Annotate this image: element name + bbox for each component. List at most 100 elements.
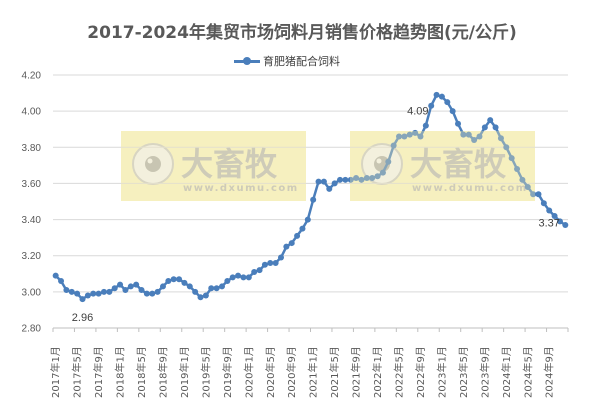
data-point (79, 296, 86, 303)
data-point (369, 175, 376, 182)
data-point (84, 292, 91, 299)
data-point (363, 175, 370, 182)
data-point (235, 272, 242, 279)
x-tick-label: 2017年1月 (49, 346, 62, 398)
watermark-brand: 大畜牧 (181, 145, 278, 183)
y-tick-label: 4.20 (22, 71, 42, 82)
data-point (181, 279, 188, 286)
x-tick-label: 2018年9月 (156, 346, 169, 398)
legend-line-marker-icon (234, 56, 260, 66)
data-point (159, 283, 166, 290)
data-point (471, 137, 478, 144)
watermark-url: www.dxumu.com (412, 183, 528, 194)
x-tick-label: 2018年5月 (135, 346, 148, 398)
data-point (551, 212, 558, 219)
x-tick-label: 2020年5月 (264, 346, 277, 398)
x-tick-label: 2021年5月 (328, 346, 341, 398)
data-point (326, 185, 333, 192)
legend-label: 育肥猪配合饲料 (263, 55, 340, 68)
data-point (229, 274, 236, 281)
data-point (143, 290, 150, 297)
data-point (315, 178, 322, 185)
y-tick-label: 3.80 (22, 143, 42, 154)
x-tick-label: 2018年1月 (114, 346, 127, 398)
data-point (337, 176, 344, 183)
data-point (68, 288, 75, 295)
data-point (465, 131, 472, 138)
y-tick-label: 3.00 (22, 287, 42, 298)
x-tick-label: 2022年1月 (371, 346, 384, 398)
data-point (58, 278, 65, 285)
data-point (438, 93, 445, 100)
data-point (74, 290, 81, 297)
data-label: 4.09 (407, 106, 428, 118)
data-point (428, 102, 435, 109)
data-point (556, 218, 563, 225)
data-point (492, 124, 499, 131)
data-point (100, 288, 107, 295)
data-point (192, 288, 199, 295)
data-label: 2.96 (72, 312, 93, 324)
data-point (320, 178, 327, 185)
data-point (218, 283, 225, 290)
data-point (396, 133, 403, 140)
data-point (353, 175, 360, 182)
data-point (202, 292, 209, 299)
data-point (122, 287, 129, 294)
y-tick-label: 3.20 (22, 251, 42, 262)
data-point (530, 191, 537, 198)
x-tick-label: 2019年1月 (178, 346, 191, 398)
watermark-brand: 大畜牧 (410, 145, 507, 183)
data-point (197, 294, 204, 301)
data-point (379, 169, 386, 176)
data-point (331, 180, 338, 187)
data-point (449, 108, 456, 115)
data-point (433, 91, 440, 98)
data-labels: 2.96 4.09 3.37 (72, 106, 560, 324)
data-point (508, 155, 515, 162)
data-point (455, 120, 462, 127)
x-tick-label: 2021年1月 (307, 346, 320, 398)
x-tick-label: 2017年5月 (71, 346, 84, 398)
data-point (562, 221, 569, 228)
data-point (63, 287, 70, 294)
x-tick-label: 2022年9月 (414, 346, 427, 398)
data-point (385, 158, 392, 165)
data-point (256, 267, 263, 274)
data-point (401, 133, 408, 140)
data-point (524, 184, 531, 191)
data-point (412, 129, 419, 136)
data-point (540, 200, 547, 207)
x-tick-label: 2019年5月 (199, 346, 212, 398)
x-tick-label: 2023年1月 (435, 346, 448, 398)
x-tick-label: 2023年9月 (478, 346, 491, 398)
data-point (170, 276, 177, 283)
data-point (251, 268, 258, 275)
data-point (213, 285, 220, 292)
data-point (224, 278, 231, 285)
data-point (267, 259, 274, 266)
data-point (417, 133, 424, 140)
data-point (514, 165, 521, 172)
data-point (358, 176, 365, 183)
data-point (208, 285, 215, 292)
data-label: 3.37 (539, 218, 560, 230)
y-axis: 4.20 4.00 3.80 3.60 3.40 3.20 3.00 2.80 (22, 71, 42, 335)
x-tick-label: 2024年5月 (521, 346, 534, 398)
watermark-url: www.dxumu.com (183, 183, 299, 194)
data-point (497, 135, 504, 142)
data-point (106, 288, 113, 295)
data-point (127, 283, 134, 290)
data-point (288, 240, 295, 247)
data-point (406, 131, 413, 138)
data-point (476, 133, 483, 140)
data-point (176, 276, 183, 283)
data-point (460, 131, 467, 138)
x-tick-label: 2020年1月 (242, 346, 255, 398)
data-point (304, 216, 311, 223)
data-point (149, 290, 156, 297)
data-point (422, 122, 429, 129)
data-point (487, 117, 494, 124)
